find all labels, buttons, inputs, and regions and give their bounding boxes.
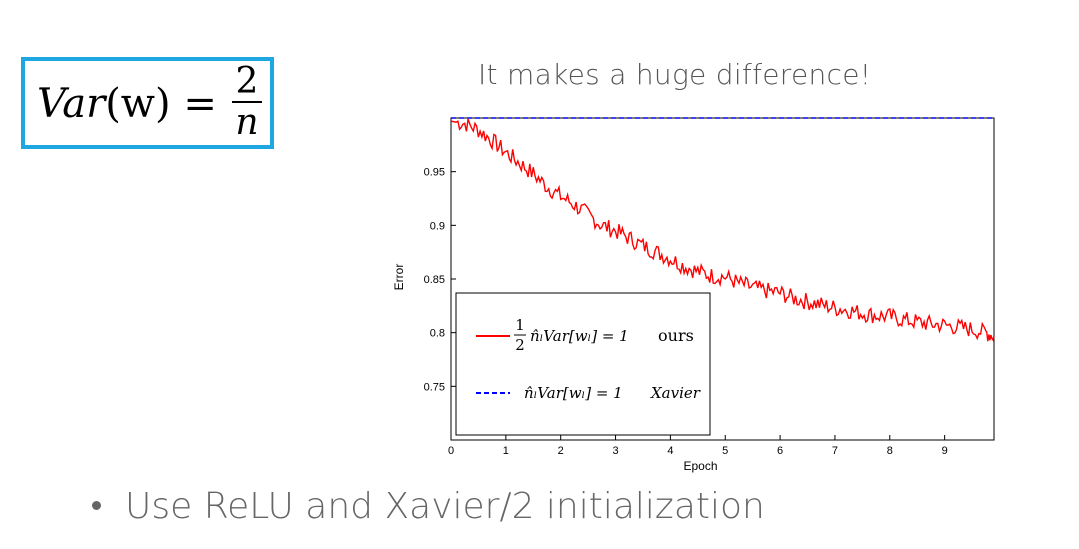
legend-math-ours: n̂ₗVar[wₗ] = 1 xyxy=(530,327,629,345)
x-tick-label: 0 xyxy=(448,445,454,457)
bullet-item: Use ReLU and Xavier/2 initialization xyxy=(92,486,765,527)
bullet-text: Use ReLU and Xavier/2 initialization xyxy=(125,486,765,527)
formula-fraction: 2 n xyxy=(231,63,263,143)
fraction-bar xyxy=(232,101,262,103)
x-tick-label: 4 xyxy=(667,445,673,457)
x-tick-label: 9 xyxy=(942,445,948,457)
formula-fn: Var xyxy=(37,81,106,127)
series-line-ours xyxy=(450,118,995,342)
formula-lhs: Var(w) = xyxy=(37,81,217,127)
legend-frac-num: 1 xyxy=(515,316,525,334)
x-tick-label: 2 xyxy=(558,445,564,457)
headline: It makes a huge difference! xyxy=(478,58,872,91)
y-tick-label: 0.85 xyxy=(424,274,445,286)
legend-box xyxy=(455,292,711,436)
legend-frac-den: 2 xyxy=(515,336,525,354)
x-tick-label: 3 xyxy=(612,445,618,457)
legend-tag-ours: ours xyxy=(658,326,694,345)
x-tick-label: 5 xyxy=(722,445,728,457)
x-tick-label: 6 xyxy=(777,445,783,457)
legend-math-xavier: n̂ₗVar[wₗ] = 1 xyxy=(524,384,623,402)
y-tick-label: 0.95 xyxy=(424,167,445,179)
y-axis-label: Error xyxy=(392,264,406,291)
formula-arg: (w) xyxy=(105,81,171,127)
legend-tag-xavier: Xavier xyxy=(650,384,701,402)
formula-denominator: n xyxy=(235,102,259,143)
bullet-dot xyxy=(92,500,101,510)
y-tick-label: 0.75 xyxy=(424,381,445,393)
x-tick-label: 7 xyxy=(832,445,838,457)
formula-box: Var(w) = 2 n xyxy=(21,57,274,149)
formula-numerator: 2 xyxy=(235,61,259,102)
y-tick-label: 0.8 xyxy=(430,328,445,340)
x-tick-label: 1 xyxy=(503,445,509,457)
y-tick-label: 0.9 xyxy=(430,220,445,232)
legend: 1 2 n̂ₗVar[wₗ] = 1 ours n̂ₗVar[wₗ] = 1 Xavier xyxy=(455,292,711,436)
formula-equals: = xyxy=(183,81,217,127)
x-tick-label: 8 xyxy=(887,445,893,457)
x-axis-label: Epoch xyxy=(683,459,717,473)
